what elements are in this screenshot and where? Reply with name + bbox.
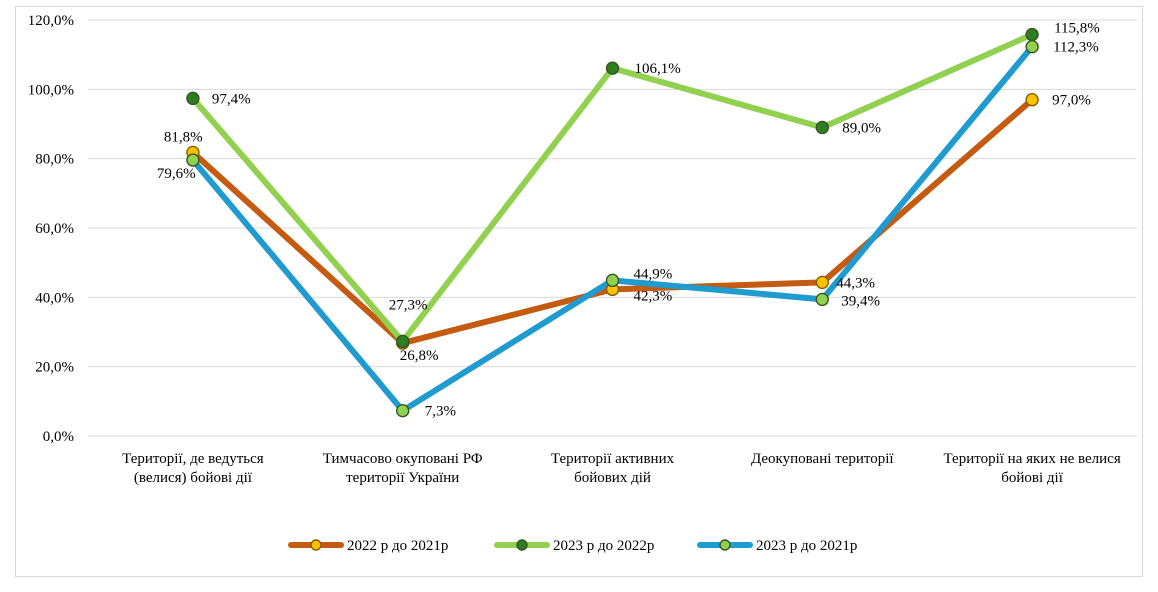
data-label: 44,3%: [836, 275, 875, 291]
data-label: 7,3%: [425, 404, 456, 420]
data-point-marker: [1025, 39, 1039, 54]
legend-label: 2023 р до 2022р: [553, 538, 654, 554]
y-tick-label: 100,0%: [28, 82, 74, 98]
y-tick-label: 60,0%: [35, 221, 74, 237]
legend-label: 2022 р до 2021р: [347, 538, 448, 554]
legend-marker: [719, 539, 731, 551]
data-point-marker: [186, 153, 200, 167]
y-axis: 0,0% 20,0% 40,0% 60,0% 80,0% 100,0% 120,0%: [28, 13, 74, 445]
data-label: 39,4%: [841, 293, 880, 309]
data-label: 44,9%: [634, 266, 673, 282]
data-label: 97,4%: [212, 91, 251, 107]
data-point-marker: [1025, 27, 1039, 42]
data-labels: 81,8% 42,3% 44,3% 97,0% 97,4% 27,3% 106,1% 89,0…: [157, 21, 1100, 420]
x-axis: Території, де ведуться (велися) бойові ді…: [122, 451, 1121, 486]
y-tick-label: 120,0%: [28, 13, 74, 29]
data-label: 27,3%: [389, 297, 428, 313]
data-point-marker: [815, 292, 829, 307]
x-category-label: Тимчасово окуповані РФ території України: [323, 451, 483, 486]
data-point-marker: [815, 120, 829, 135]
y-tick-label: 80,0%: [35, 152, 74, 168]
data-point-marker: [815, 275, 829, 290]
y-tick-label: 0,0%: [43, 429, 74, 445]
x-category-label: Деокуповані території: [751, 451, 894, 467]
data-label: 89,0%: [842, 120, 881, 136]
legend-marker: [516, 539, 528, 551]
data-label: 97,0%: [1052, 93, 1091, 109]
data-label: 26,8%: [400, 348, 439, 364]
data-label: 79,6%: [157, 166, 196, 182]
data-label: 106,1%: [635, 61, 681, 77]
chart-frame: [15, 6, 1143, 577]
x-category-label: Території активних бойових дій: [551, 451, 675, 486]
x-category-label: Території на яких не велися бойові дії: [943, 451, 1120, 486]
series-line: [189, 43, 1036, 414]
data-label: 81,8%: [164, 129, 203, 145]
legend: 2022 р до 2021р 2023 р до 2022р 2023 р до …: [288, 538, 857, 554]
data-label: 42,3%: [634, 288, 673, 304]
data-point-marker: [605, 273, 620, 288]
series-lines: [189, 31, 1036, 414]
data-point-marker: [186, 91, 200, 106]
data-label: 112,3%: [1053, 40, 1099, 56]
x-category-label: Території, де ведуться (велися) бойові ді…: [122, 451, 264, 486]
gridlines: [88, 19, 1137, 437]
legend-label: 2023 р до 2021р: [756, 538, 857, 554]
data-label: 115,8%: [1054, 21, 1100, 37]
legend-marker: [310, 539, 322, 551]
y-tick-label: 40,0%: [35, 290, 74, 306]
series-markers: [186, 27, 1039, 418]
y-tick-label: 20,0%: [35, 360, 74, 376]
data-point-marker: [605, 61, 620, 75]
data-point-marker: [1025, 93, 1039, 107]
data-point-marker: [396, 403, 410, 418]
data-point-marker: [396, 334, 410, 349]
